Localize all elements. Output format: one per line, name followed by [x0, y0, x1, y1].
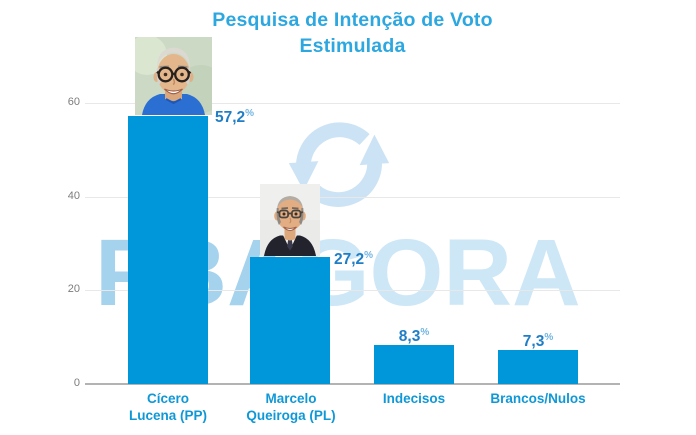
page-title-line2: Estimulada [299, 35, 406, 57]
value-label-indecisos: 8,3% [398, 327, 430, 346]
category-label-brancos: Brancos/Nulos [490, 391, 586, 406]
value-label-cicero: 57,2% [215, 108, 255, 127]
refresh-icon [278, 111, 400, 221]
watermark-right: GORA [295, 220, 581, 326]
y-tick-0: 0 [73, 377, 80, 389]
percent-sign: % [420, 327, 430, 338]
y-tick-40: 40 [67, 190, 80, 202]
bar-brancos-nulos [498, 349, 578, 384]
category-label-cicero: Cícero Lucena (PP) [128, 391, 207, 423]
x-axis-line [85, 383, 620, 385]
gridline-60 [85, 103, 620, 104]
percent-sign: % [245, 108, 255, 119]
value-label-brancos: 7,3% [522, 332, 554, 351]
y-tick-20: 20 [67, 283, 80, 295]
gridline-20 [85, 290, 620, 291]
bar-indecisos [374, 345, 454, 384]
value-label-queiroga: 27,2% [334, 250, 374, 269]
cicero-lucena-photo [135, 37, 212, 115]
bar-marcelo-queiroga [250, 256, 330, 384]
marcelo-queiroga-photo [260, 184, 320, 256]
gridline-40 [85, 197, 620, 198]
category-label-queiroga: Marcelo Queiroga (PL) [246, 391, 336, 423]
category-label-indecisos: Indecisos [382, 391, 446, 406]
page-title-line1: Pesquisa de Intenção de Voto [212, 9, 493, 31]
y-tick-60: 60 [67, 96, 80, 108]
page-title: Pesquisa de Intenção de Voto Estimulada [85, 7, 620, 59]
bar-cicero-lucena [128, 116, 208, 384]
percent-sign: % [364, 250, 374, 261]
percent-sign: % [544, 332, 554, 343]
